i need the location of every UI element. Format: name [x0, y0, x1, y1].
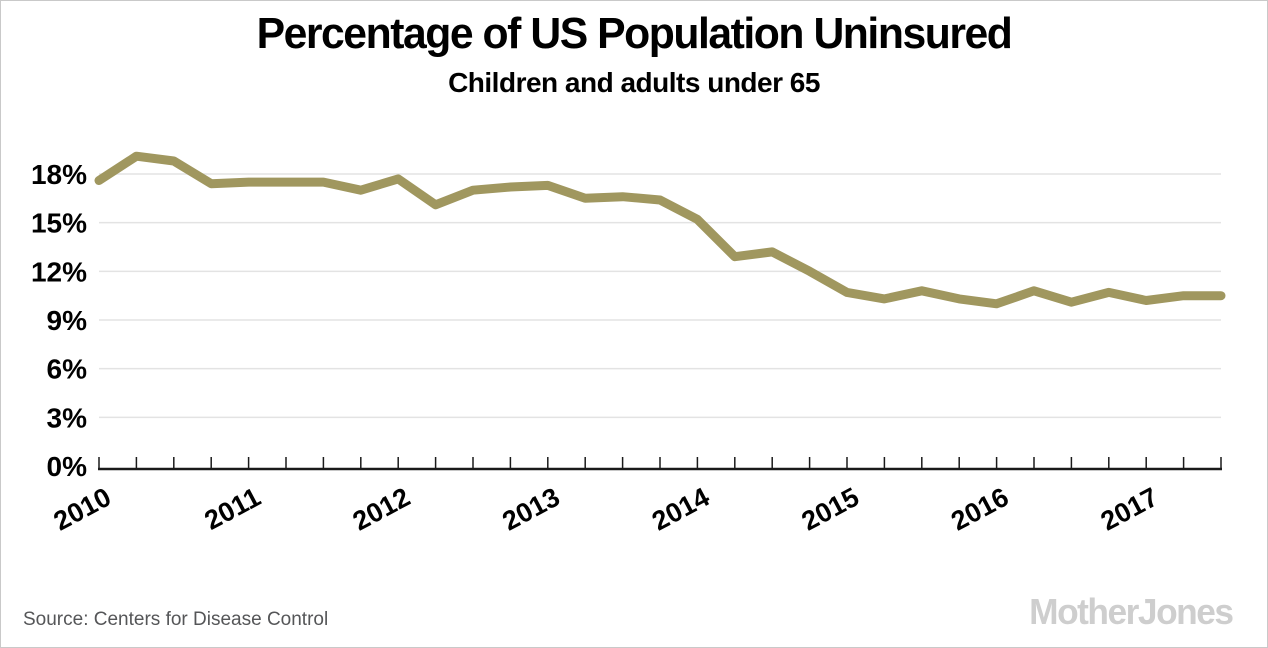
- x-tick-label: 2015: [797, 482, 864, 537]
- x-tick-label: 2014: [647, 482, 714, 537]
- y-tick-label: 6%: [47, 354, 88, 385]
- x-tick-label: 2016: [946, 482, 1013, 537]
- x-axis-labels: 2010 2011 2012 2013 2014 2015 2016 2017: [49, 482, 1163, 537]
- x-tick-label: 2010: [49, 482, 116, 537]
- chart-subtitle: Children and adults under 65: [448, 67, 820, 98]
- y-axis-labels: 0% 3% 6% 9% 12% 15% 18%: [31, 159, 87, 482]
- chart-title: Percentage of US Population Uninsured: [256, 9, 1013, 58]
- motherjones-logo: MotherJones: [1029, 591, 1235, 632]
- x-tick-label: 2017: [1096, 482, 1163, 537]
- x-tick-label: 2013: [497, 482, 564, 537]
- y-tick-label: 3%: [47, 402, 88, 433]
- y-tick-label: 15%: [31, 208, 87, 239]
- x-tick-label: 2012: [348, 482, 415, 537]
- source-note: Source: Centers for Disease Control: [23, 609, 329, 630]
- uninsured-rate-line: [94, 151, 1226, 309]
- y-tick-label: 18%: [31, 159, 87, 190]
- y-tick-label: 9%: [47, 305, 88, 336]
- y-tick-label: 12%: [31, 256, 87, 287]
- x-tick-label: 2011: [200, 482, 266, 536]
- gridlines: [99, 173, 1221, 419]
- x-axis-tick-marks: [98, 457, 1222, 468]
- y-tick-label: 0%: [47, 451, 88, 482]
